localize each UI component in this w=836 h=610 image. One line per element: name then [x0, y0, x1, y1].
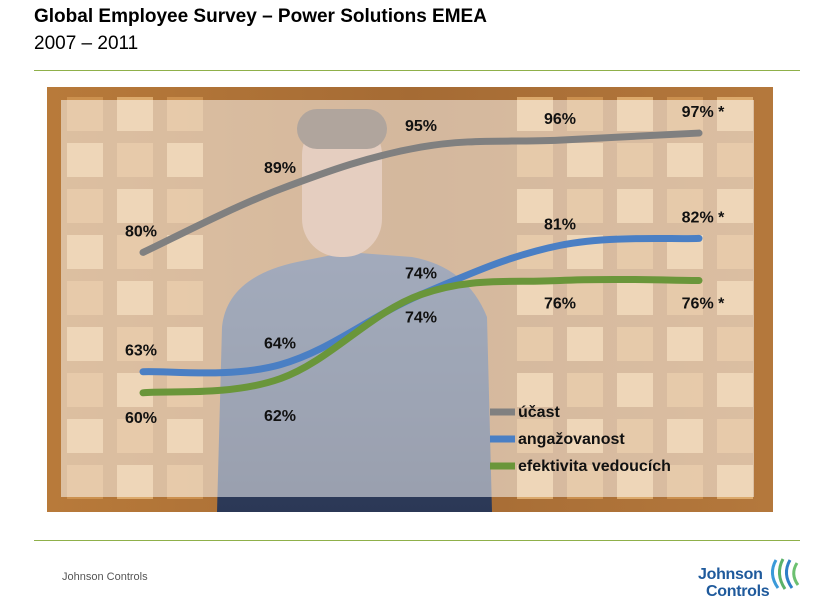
legend-label: účast — [518, 404, 560, 421]
legend-label: angažovanost — [518, 431, 625, 448]
data-label: 96% — [544, 111, 576, 128]
background-photo — [47, 87, 773, 512]
data-label: 74% — [405, 266, 437, 283]
data-label: 62% — [264, 408, 296, 425]
data-label: 60% — [125, 410, 157, 427]
data-label: 80% — [125, 223, 157, 240]
logo-swirl-icon — [771, 558, 800, 590]
footer-divider — [34, 540, 800, 541]
series-line-2 — [139, 234, 703, 377]
data-label: 74% — [405, 310, 437, 327]
data-label: 64% — [264, 336, 296, 353]
data-label: 63% — [125, 343, 157, 360]
logo-line-2: Controls — [706, 583, 770, 600]
data-label: 76% — [544, 295, 576, 312]
data-label: 97% * — [682, 104, 725, 121]
data-label: 81% — [544, 216, 576, 233]
line-chart: 80% 89% 95% 96% 97% * 63% 64% 74% 81% 82% * 60% 62%… — [125, 104, 725, 475]
background-photo-art — [47, 87, 773, 512]
logo-line-1: Johnson — [698, 566, 763, 583]
page-title: Global Employee Survey – Power Solutions… — [34, 6, 487, 27]
data-label: 76% * — [682, 295, 725, 312]
footer-company: Johnson Controls — [62, 571, 148, 583]
legend-label: efektivita vedoucích — [518, 458, 671, 475]
page-subtitle: 2007 – 2011 — [34, 33, 139, 54]
data-label: 89% — [264, 160, 296, 177]
data-label: 95% — [405, 118, 437, 135]
header-divider — [34, 70, 800, 71]
series-line-3 — [139, 275, 703, 397]
series-line-1 — [139, 129, 703, 256]
company-logo: Johnson Controls — [696, 556, 806, 602]
data-label: 82% * — [682, 209, 725, 226]
